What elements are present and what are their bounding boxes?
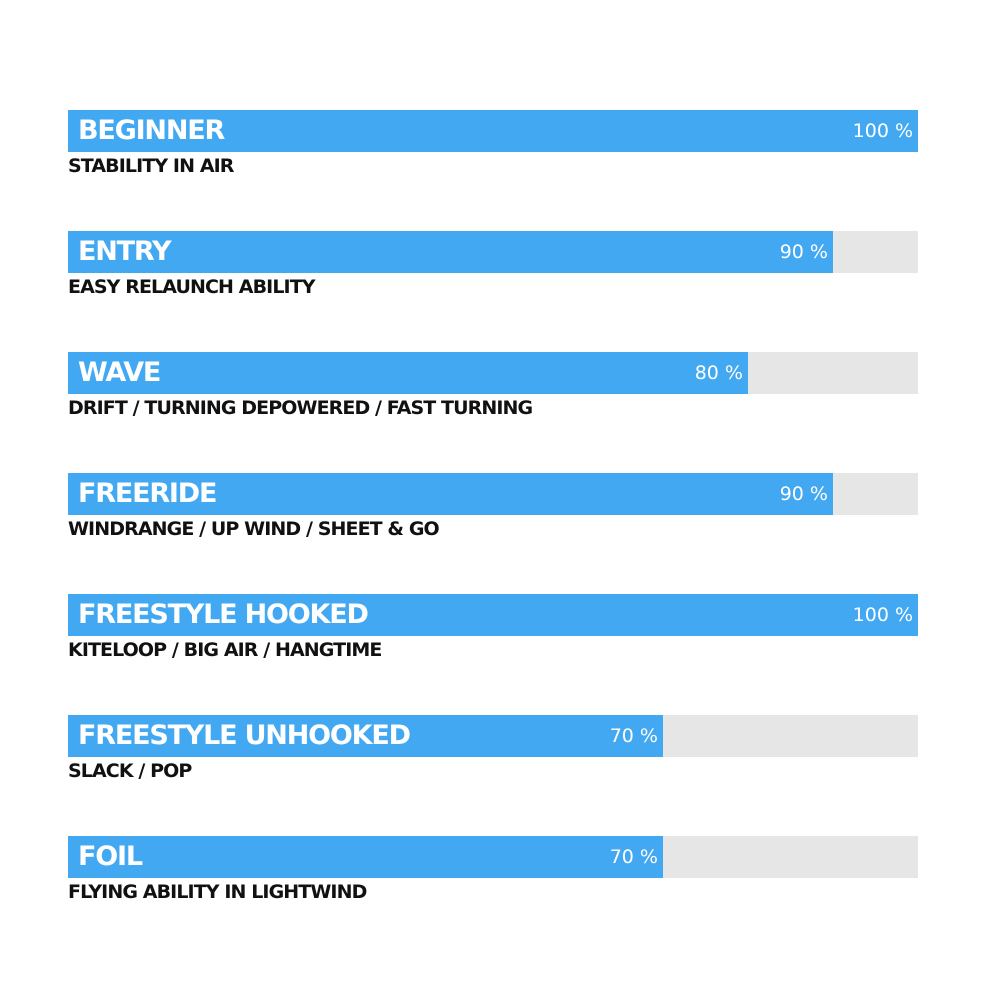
bar-label: ENTRY: [78, 236, 172, 267]
bar-fill: [68, 594, 918, 636]
bar-row: FREESTYLE UNHOOKED 70 % SLACK / POP: [68, 715, 918, 783]
bar-label: FREESTYLE HOOKED: [78, 599, 369, 630]
bar-value-label: 100 %: [852, 120, 913, 142]
bar-track: BEGINNER 100 %: [68, 110, 918, 152]
bar-row: BEGINNER 100 % STABILITY IN AIR: [68, 110, 918, 178]
bar-value-label: 70 %: [609, 846, 658, 868]
bar-label: FREESTYLE UNHOOKED: [78, 720, 411, 751]
bar-row: ENTRY 90 % EASY RELAUNCH ABILITY: [68, 231, 918, 299]
bar-fill: [68, 473, 833, 515]
bar-subtitle: STABILITY IN AIR: [68, 155, 234, 177]
bar-label: FOIL: [78, 841, 143, 872]
bar-fill: [68, 231, 833, 273]
bar-subtitle: KITELOOP / BIG AIR / HANGTIME: [68, 639, 382, 661]
bar-label: WAVE: [78, 357, 161, 388]
bar-row: FREESTYLE HOOKED 100 % KITELOOP / BIG AIR …: [68, 594, 918, 662]
bar-track: FOIL 70 %: [68, 836, 918, 878]
bar-fill: [68, 715, 663, 757]
bar-value-label: 100 %: [852, 604, 913, 626]
bar-fill: [68, 110, 918, 152]
bar-subtitle: SLACK / POP: [68, 760, 192, 782]
bar-label: FREERIDE: [78, 478, 217, 509]
bar-track: FREERIDE 90 %: [68, 473, 918, 515]
bar-subtitle: WINDRANGE / UP WIND / SHEET & GO: [68, 518, 440, 540]
bar-track: FREESTYLE UNHOOKED 70 %: [68, 715, 918, 757]
bar-subtitle: DRIFT / TURNING DEPOWERED / FAST TURNING: [68, 397, 533, 419]
bar-value-label: 90 %: [779, 241, 828, 263]
bar-row: FOIL 70 % FLYING ABILITY IN LIGHTWIND: [68, 836, 918, 904]
bar-track: ENTRY 90 %: [68, 231, 918, 273]
bar-track: FREESTYLE HOOKED 100 %: [68, 594, 918, 636]
bar-row: FREERIDE 90 % WINDRANGE / UP WIND / SHEET …: [68, 473, 918, 541]
bar-subtitle: EASY RELAUNCH ABILITY: [68, 276, 316, 298]
bar-track: WAVE 80 %: [68, 352, 918, 394]
bar-fill: [68, 836, 663, 878]
bar-value-label: 80 %: [694, 362, 743, 384]
bar-value-label: 70 %: [609, 725, 658, 747]
bar-fill: [68, 352, 748, 394]
bar-value-label: 90 %: [779, 483, 828, 505]
bar-row: WAVE 80 % DRIFT / TURNING DEPOWERED / FAST…: [68, 352, 918, 420]
bar-subtitle: FLYING ABILITY IN LIGHTWIND: [68, 881, 367, 903]
bar-label: BEGINNER: [78, 115, 225, 146]
